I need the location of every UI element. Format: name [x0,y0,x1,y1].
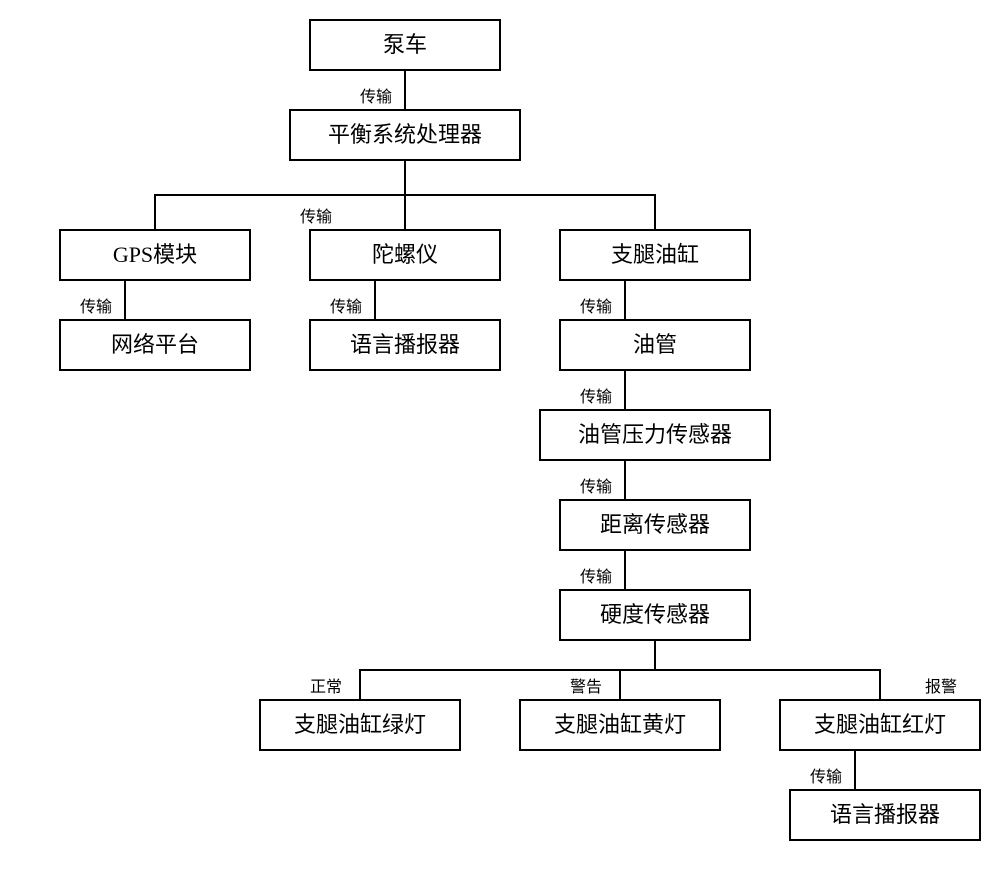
node-label-voice2: 语言播报器 [830,802,940,827]
edge-label-pump-processor: 传输 [360,88,392,106]
node-pump: 泵车 [310,20,500,70]
edge-label-pressure-distance: 传输 [580,478,612,496]
node-label-hardness: 硬度传感器 [600,602,710,627]
edge-label-red-voice2: 传输 [810,768,842,786]
edge-label-hardness-yellow: 警告 [570,678,602,696]
edge-processor-legcyl [405,195,655,230]
node-distance: 距离传感器 [560,500,750,550]
node-label-pump: 泵车 [383,32,427,57]
node-voice1: 语言播报器 [310,320,500,370]
node-legcyl: 支腿油缸 [560,230,750,280]
node-netplat: 网络平台 [60,320,250,370]
node-label-processor: 平衡系统处理器 [328,122,482,147]
edge-hardness-green [360,640,655,700]
node-pressure: 油管压力传感器 [540,410,770,460]
node-gyro: 陀螺仪 [310,230,500,280]
edge-label-processor-gps: 传输 [300,208,332,226]
node-label-netplat: 网络平台 [111,332,199,357]
node-hardness: 硬度传感器 [560,590,750,640]
node-gps: GPS模块 [60,230,250,280]
edge-label-hardness-red: 报警 [925,678,957,696]
node-label-red: 支腿油缸红灯 [814,712,946,737]
node-yellow: 支腿油缸黄灯 [520,700,720,750]
edge-label-legcyl-oilpipe: 传输 [580,298,612,316]
node-label-yellow: 支腿油缸黄灯 [554,712,686,737]
node-voice2: 语言播报器 [790,790,980,840]
node-label-pressure: 油管压力传感器 [578,422,732,447]
edge-label-hardness-green: 正常 [310,678,342,696]
edge-hardness-yellow [620,670,655,700]
edge-label-distance-hardness: 传输 [580,568,612,586]
edge-label-oilpipe-pressure: 传输 [580,388,612,406]
edge-label-gps-netplat: 传输 [80,298,112,316]
node-label-green: 支腿油缸绿灯 [294,712,426,737]
node-label-gps: GPS模块 [113,242,197,267]
node-label-gyro: 陀螺仪 [372,242,438,267]
node-red: 支腿油缸红灯 [780,700,980,750]
node-label-distance: 距离传感器 [600,512,710,537]
edge-label-gyro-voice1: 传输 [330,298,362,316]
node-processor: 平衡系统处理器 [290,110,520,160]
node-label-legcyl: 支腿油缸 [611,242,699,267]
node-green: 支腿油缸绿灯 [260,700,460,750]
node-label-oilpipe: 油管 [633,332,677,357]
edge-processor-gps [155,160,405,230]
node-label-voice1: 语言播报器 [350,332,460,357]
node-oilpipe: 油管 [560,320,750,370]
edge-hardness-red [655,670,880,700]
flowchart: 传输传输传输传输传输传输传输传输正常警告报警传输泵车平衡系统处理器GPS模块网络… [0,0,1000,881]
